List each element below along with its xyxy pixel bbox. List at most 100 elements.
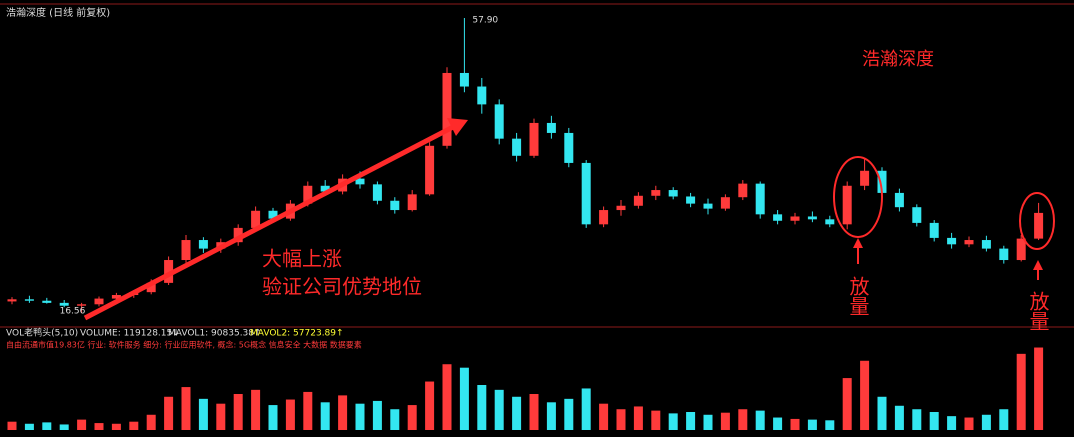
candle-body [198, 240, 208, 249]
volume-bar [407, 405, 417, 430]
annotation: 放量 [846, 276, 870, 316]
volume-bar [216, 403, 226, 430]
candle-body [738, 183, 748, 198]
volume-bar [42, 422, 52, 430]
volume-bar [355, 403, 365, 430]
candle-body [616, 205, 626, 211]
volume-bar [894, 405, 904, 430]
volume-bar [564, 398, 574, 430]
volume-bar [599, 403, 609, 430]
candle-body [581, 162, 591, 225]
annotation: 验证公司优势地位 [262, 275, 422, 299]
volume-bar [755, 410, 765, 430]
volume-bar [442, 364, 452, 430]
volume-bar [773, 417, 783, 430]
volume-bar [790, 418, 800, 430]
volume-bar [807, 419, 817, 430]
volume-bar [77, 419, 87, 430]
candle-body [442, 72, 452, 146]
candle-body [268, 210, 278, 219]
candle-body [24, 299, 34, 301]
candle-body [529, 122, 539, 156]
high-label: 57.90 [472, 15, 498, 25]
candle-body [355, 178, 365, 185]
candle-body [1016, 238, 1026, 261]
vol-title: VOL老鸭头(5,10) [6, 327, 78, 339]
volume-bar [686, 412, 696, 430]
candle-body [94, 298, 104, 305]
volume-bar [825, 420, 835, 430]
volume-bar [94, 423, 104, 430]
candle-body [651, 190, 661, 196]
volume-bar [146, 414, 156, 430]
volume-bar [338, 395, 348, 430]
candle-body [77, 304, 87, 306]
arrow-head [447, 118, 468, 136]
volume-bar [981, 414, 991, 430]
volume-bar [268, 405, 278, 430]
volume-bar [477, 385, 487, 430]
volume-bar [651, 410, 661, 430]
candle-body [912, 207, 922, 223]
candle-body [303, 185, 313, 204]
volume-bar [198, 398, 208, 430]
candle-body [459, 72, 469, 87]
arrow-head [853, 238, 863, 248]
volume-bar [999, 409, 1009, 430]
volume-bar [1034, 347, 1044, 430]
candle-body [807, 216, 817, 220]
volume-bar [24, 423, 34, 430]
candle-body [546, 122, 556, 133]
volume-bar [512, 396, 522, 430]
candle-body [372, 184, 382, 201]
volume-bar [703, 414, 713, 430]
candle-body [981, 240, 991, 249]
candle-body [720, 197, 730, 209]
annotation: 浩瀚深度 [862, 49, 934, 70]
candle-body [164, 260, 174, 283]
highlight-circle [833, 156, 883, 238]
candle-body [233, 227, 243, 243]
candle-body [477, 86, 487, 105]
candle-body [146, 282, 156, 293]
candle-body [181, 240, 191, 261]
annotation: 大幅上涨 [262, 247, 342, 271]
volume-bar [929, 412, 939, 430]
vol-label: VOLUME: 119128.15↓ [80, 329, 180, 339]
candle-body [407, 194, 417, 211]
candle-body [999, 248, 1009, 261]
candle-body [599, 210, 609, 225]
candle-body [42, 300, 52, 303]
volume-bar [372, 400, 382, 430]
candle-body [494, 104, 504, 139]
candle-body [929, 222, 939, 238]
candle-body [425, 145, 435, 195]
volume-bar [860, 360, 870, 430]
volume-bar [581, 388, 591, 430]
volume-bar [494, 389, 504, 430]
volume-bar [59, 424, 69, 430]
candle-body [686, 196, 696, 204]
candle-body [825, 219, 835, 225]
highlight-circle [1019, 192, 1055, 250]
candle-body [7, 299, 17, 302]
volume-bar [111, 423, 121, 430]
low-label: 16.56 [60, 307, 86, 317]
volume-bar [164, 396, 174, 430]
volume-bar [546, 402, 556, 430]
candle-body [59, 302, 69, 306]
volume-bar [668, 413, 678, 430]
volume-bar [616, 409, 626, 430]
volume-bar [7, 421, 17, 430]
candle-body [894, 192, 904, 208]
candle-body [842, 185, 852, 225]
volume-bar [947, 416, 957, 430]
volume-bar [233, 394, 243, 430]
volume-bar [529, 394, 539, 430]
volume-bar [633, 406, 643, 430]
volume-bar [912, 409, 922, 430]
mavol2-label: MAVOL2: 57723.89↑ [250, 329, 344, 339]
trend-arrow [83, 123, 457, 321]
candle-body [633, 195, 643, 206]
